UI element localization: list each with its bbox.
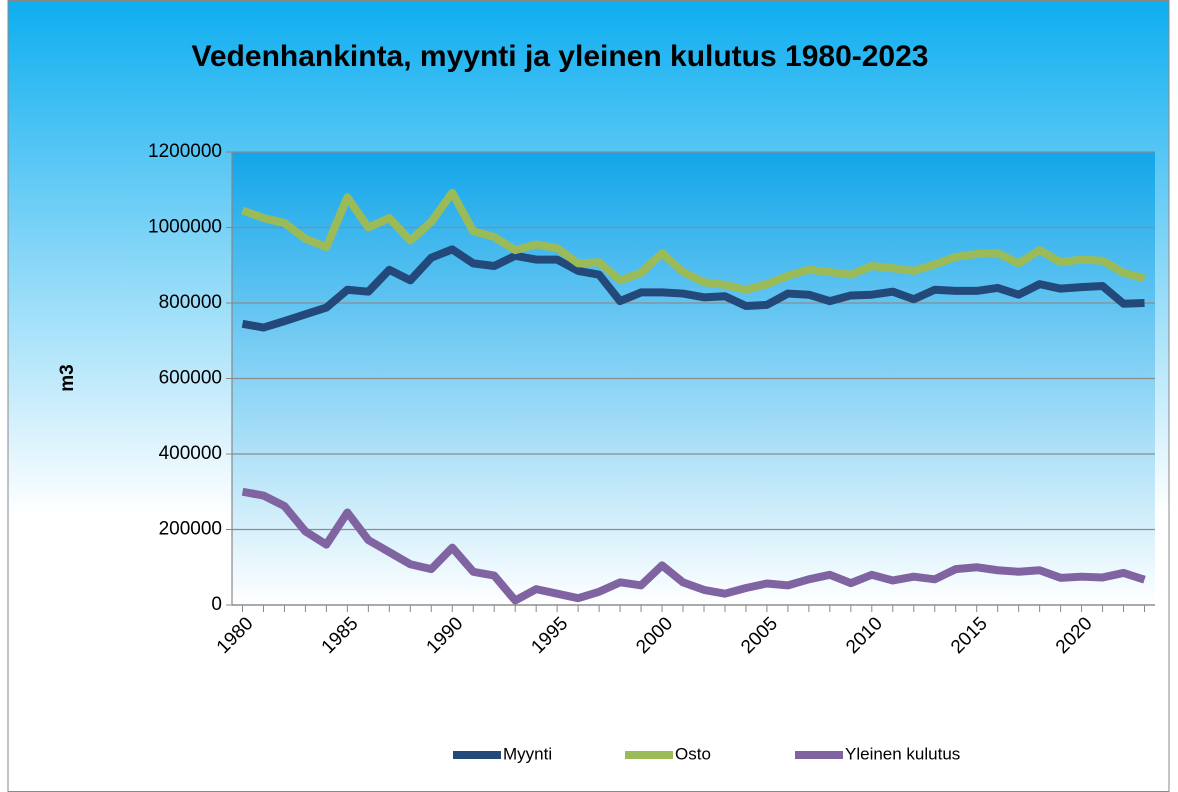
y-tick-label: 400000 [159, 443, 222, 464]
y-tick-label: 200000 [159, 519, 222, 540]
series-line [241, 188, 1146, 294]
y-axis-label: m3 [57, 364, 78, 391]
chart-title: Vedenhankinta, myynti ja yleinen kulutus… [192, 40, 929, 73]
series-line [241, 245, 1145, 332]
y-tick-label: 1200000 [148, 141, 222, 162]
legend-label: Osto [675, 744, 711, 763]
series-line [241, 487, 1146, 605]
legend-label: Myynti [503, 744, 552, 763]
grid [232, 151, 1155, 606]
y-tick-label: 0 [211, 594, 222, 615]
lines [241, 188, 1146, 605]
y-tick-label: 800000 [159, 292, 222, 313]
legend: Myynti Osto Yleinen kulutus [453, 744, 960, 763]
y-tick-label: 600000 [159, 368, 222, 389]
y-tick-label: 1000000 [148, 217, 222, 238]
legend-label: Yleinen kulutus [845, 744, 960, 763]
